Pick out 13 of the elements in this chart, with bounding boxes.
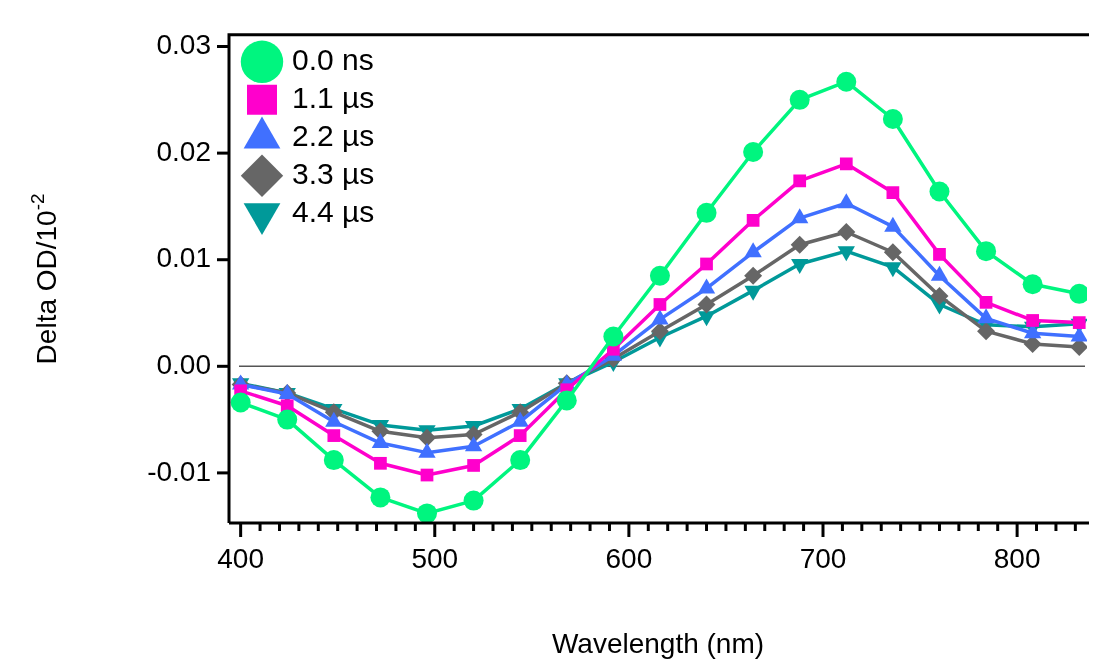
y-tick-label: -0.01 [147,455,211,487]
x-tick-label: 500 [411,542,459,574]
legend-label: 0.0 ns [292,43,374,77]
y-tick-label: 0.03 [156,29,211,61]
y-tick-label: 0.00 [156,349,211,381]
x-axis-title: Wavelength (nm) [551,627,765,659]
y-tick-label: 0.02 [156,135,211,167]
y-tick-label: 0.01 [156,242,211,274]
y-axis-title: Delta OD/10-2 [27,193,62,365]
x-tick-label: 400 [217,542,265,574]
x-tick-label: 600 [605,542,653,574]
x-tick-label: 800 [993,542,1041,574]
x-tick-label: 700 [799,542,847,574]
